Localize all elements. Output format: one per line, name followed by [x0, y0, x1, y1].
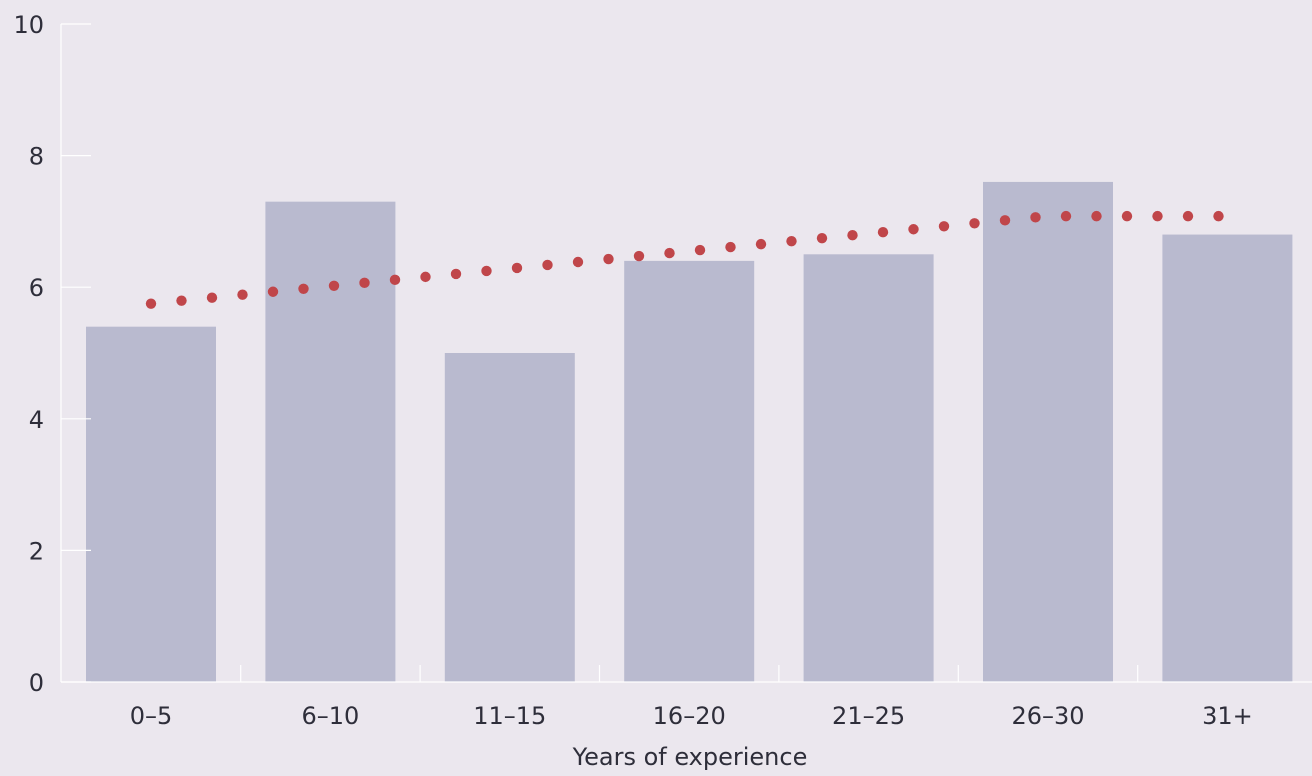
trend-dot-15 — [603, 253, 614, 265]
trend-dot-22 — [816, 232, 828, 244]
bar-4 — [803, 254, 934, 683]
trend-dot-5 — [298, 283, 309, 294]
bar-2 — [444, 353, 575, 682]
x-tick-label-0: 0–5 — [130, 702, 173, 730]
bar-5 — [983, 181, 1113, 683]
trend-dot-17 — [664, 247, 675, 259]
trend-dot-24 — [877, 227, 889, 238]
bar-6 — [1162, 234, 1293, 682]
x-axis-title: Years of experience — [572, 743, 808, 771]
bars-layer — [86, 181, 1293, 683]
y-tick-label-4: 8 — [29, 143, 44, 171]
trend-dot-27 — [969, 218, 980, 229]
y-tick-label-2: 4 — [29, 406, 44, 434]
x-tick-label-1: 6–10 — [301, 702, 359, 730]
trend-dot-35 — [1213, 210, 1224, 222]
bar-0 — [86, 326, 216, 682]
x-tick-label-4: 21–25 — [832, 702, 905, 730]
trend-dot-14 — [572, 256, 584, 268]
trend-dot-13 — [542, 259, 553, 271]
trend-dot-30 — [1060, 210, 1072, 222]
trend-dot-33 — [1152, 210, 1163, 222]
trend-dot-1 — [176, 295, 187, 306]
bar-1 — [265, 201, 396, 682]
x-tick-label-5: 26–30 — [1011, 702, 1084, 730]
trend-dot-16 — [633, 250, 645, 262]
trend-dot-32 — [1121, 210, 1133, 222]
trend-dot-31 — [1091, 210, 1102, 222]
trend-dot-12 — [511, 262, 523, 274]
trend-dot-2 — [206, 292, 218, 303]
x-tick-label-3: 16–20 — [653, 702, 726, 730]
trend-dot-11 — [481, 265, 492, 277]
trend-dot-34 — [1182, 210, 1194, 222]
axes-layer — [60, 23, 1312, 683]
trend-dot-19 — [725, 241, 736, 253]
y-tick-label-1: 2 — [29, 537, 44, 565]
trend-dot-7 — [359, 277, 370, 289]
x-tick-label-2: 11–15 — [473, 702, 546, 730]
trend-dot-28 — [999, 215, 1011, 226]
trend-dot-9 — [420, 271, 431, 283]
trend-dot-3 — [237, 289, 248, 300]
trend-dot-23 — [847, 230, 858, 241]
trend-dot-10 — [450, 268, 462, 280]
trend-dot-4 — [267, 286, 279, 297]
trend-dot-29 — [1030, 212, 1041, 223]
trend-dot-0 — [145, 298, 157, 309]
trend-dot-25 — [908, 224, 919, 235]
y-tick-label-0: 0 — [29, 669, 44, 697]
trend-dot-18 — [694, 244, 706, 256]
trend-layer — [145, 210, 1224, 309]
y-tick-label-5: 10 — [13, 11, 44, 39]
labels-layer: 0 2 4 6 8 10 0–5 6–10 11–15 16–20 21–25 26–30 31+ — [13, 11, 1252, 730]
x-tick-label-6: 31+ — [1202, 702, 1253, 730]
trend-dot-6 — [328, 280, 340, 291]
trend-dot-26 — [938, 221, 950, 232]
trend-dot-21 — [786, 235, 797, 247]
trend-dot-8 — [389, 274, 401, 286]
y-tick-label-3: 6 — [29, 274, 44, 302]
bar-3 — [624, 260, 755, 682]
trend-dot-20 — [755, 238, 767, 250]
